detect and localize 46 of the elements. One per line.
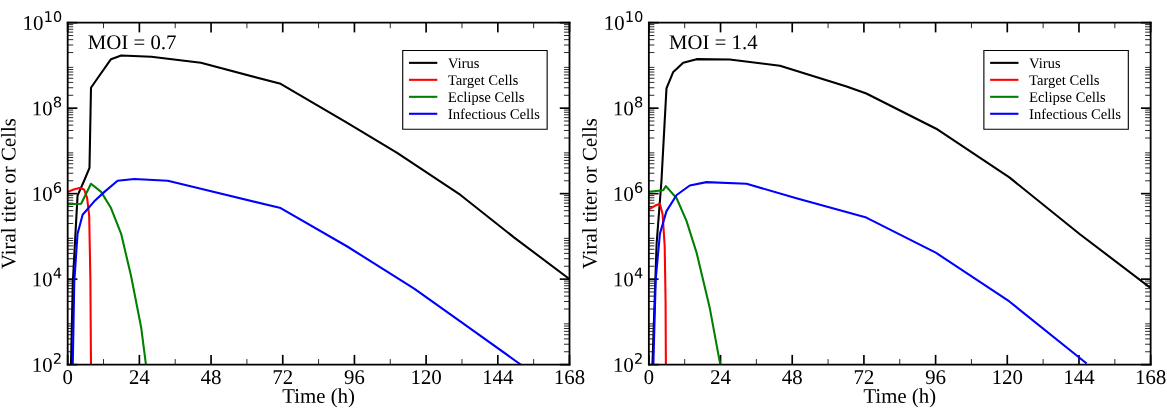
line-series bbox=[67, 187, 93, 365]
line-series bbox=[648, 185, 721, 364]
annotation: MOI = 0.7 bbox=[88, 35, 176, 50]
x-tick-label: 24 bbox=[129, 370, 150, 384]
x-tick-label: 120 bbox=[412, 370, 441, 385]
y-tick-label: 10$^{8}$ bbox=[614, 96, 643, 116]
y-tick-label: 10$^{10}$ bbox=[24, 11, 62, 31]
x-tick-label: 120 bbox=[993, 370, 1023, 385]
legend-label: Virus bbox=[1029, 58, 1061, 69]
legend-label: Virus bbox=[448, 58, 479, 69]
x-tick-label: 0 bbox=[644, 370, 654, 385]
legend-label: Infectious Cells bbox=[1029, 108, 1121, 120]
line-series bbox=[67, 182, 147, 365]
x-tick-label: 168 bbox=[555, 370, 585, 385]
line-series bbox=[648, 202, 667, 365]
y-tick-label: 10$^{8}$ bbox=[33, 96, 62, 116]
x-tick-label: 96 bbox=[925, 370, 946, 385]
x-tick-label: 144 bbox=[1065, 370, 1095, 384]
legend-label: Eclipse Cells bbox=[1029, 91, 1106, 106]
y-tick-label: 10$^{6}$ bbox=[614, 182, 643, 202]
legend-label: Target Cells bbox=[1029, 74, 1099, 89]
line-series bbox=[71, 177, 522, 365]
y-tick-label: 10$^{2}$ bbox=[33, 353, 61, 373]
y-axis-title: Viral titer or Cells bbox=[0, 118, 16, 269]
x-tick-label: 144 bbox=[484, 370, 514, 384]
x-axis-title: Time (h) bbox=[282, 388, 355, 408]
x-axis-title: Time (h) bbox=[863, 388, 936, 408]
annotation: MOI = 1.4 bbox=[669, 35, 758, 50]
x-tick-label: 168 bbox=[1136, 370, 1166, 385]
y-tick-label: 10$^{2}$ bbox=[614, 353, 642, 373]
x-tick-label: 24 bbox=[711, 370, 731, 384]
x-tick-label: 0 bbox=[63, 370, 73, 385]
y-tick-label: 10$^{10}$ bbox=[605, 11, 643, 31]
legend-label: Eclipse Cells bbox=[448, 91, 524, 106]
y-axis-title: Viral titer or Cells bbox=[582, 118, 597, 269]
y-tick-label: 10$^{4}$ bbox=[614, 267, 643, 287]
line-series bbox=[652, 181, 1087, 365]
x-tick-label: 72 bbox=[273, 370, 293, 384]
x-tick-label: 48 bbox=[782, 370, 802, 385]
x-tick-label: 48 bbox=[201, 370, 221, 385]
x-tick-label: 72 bbox=[854, 370, 874, 384]
y-tick-label: 10$^{6}$ bbox=[33, 182, 62, 202]
legend-label: Target Cells bbox=[448, 74, 518, 89]
y-tick-label: 10$^{4}$ bbox=[33, 267, 62, 287]
legend-label: Infectious Cells bbox=[448, 108, 540, 120]
x-tick-label: 96 bbox=[344, 370, 365, 385]
